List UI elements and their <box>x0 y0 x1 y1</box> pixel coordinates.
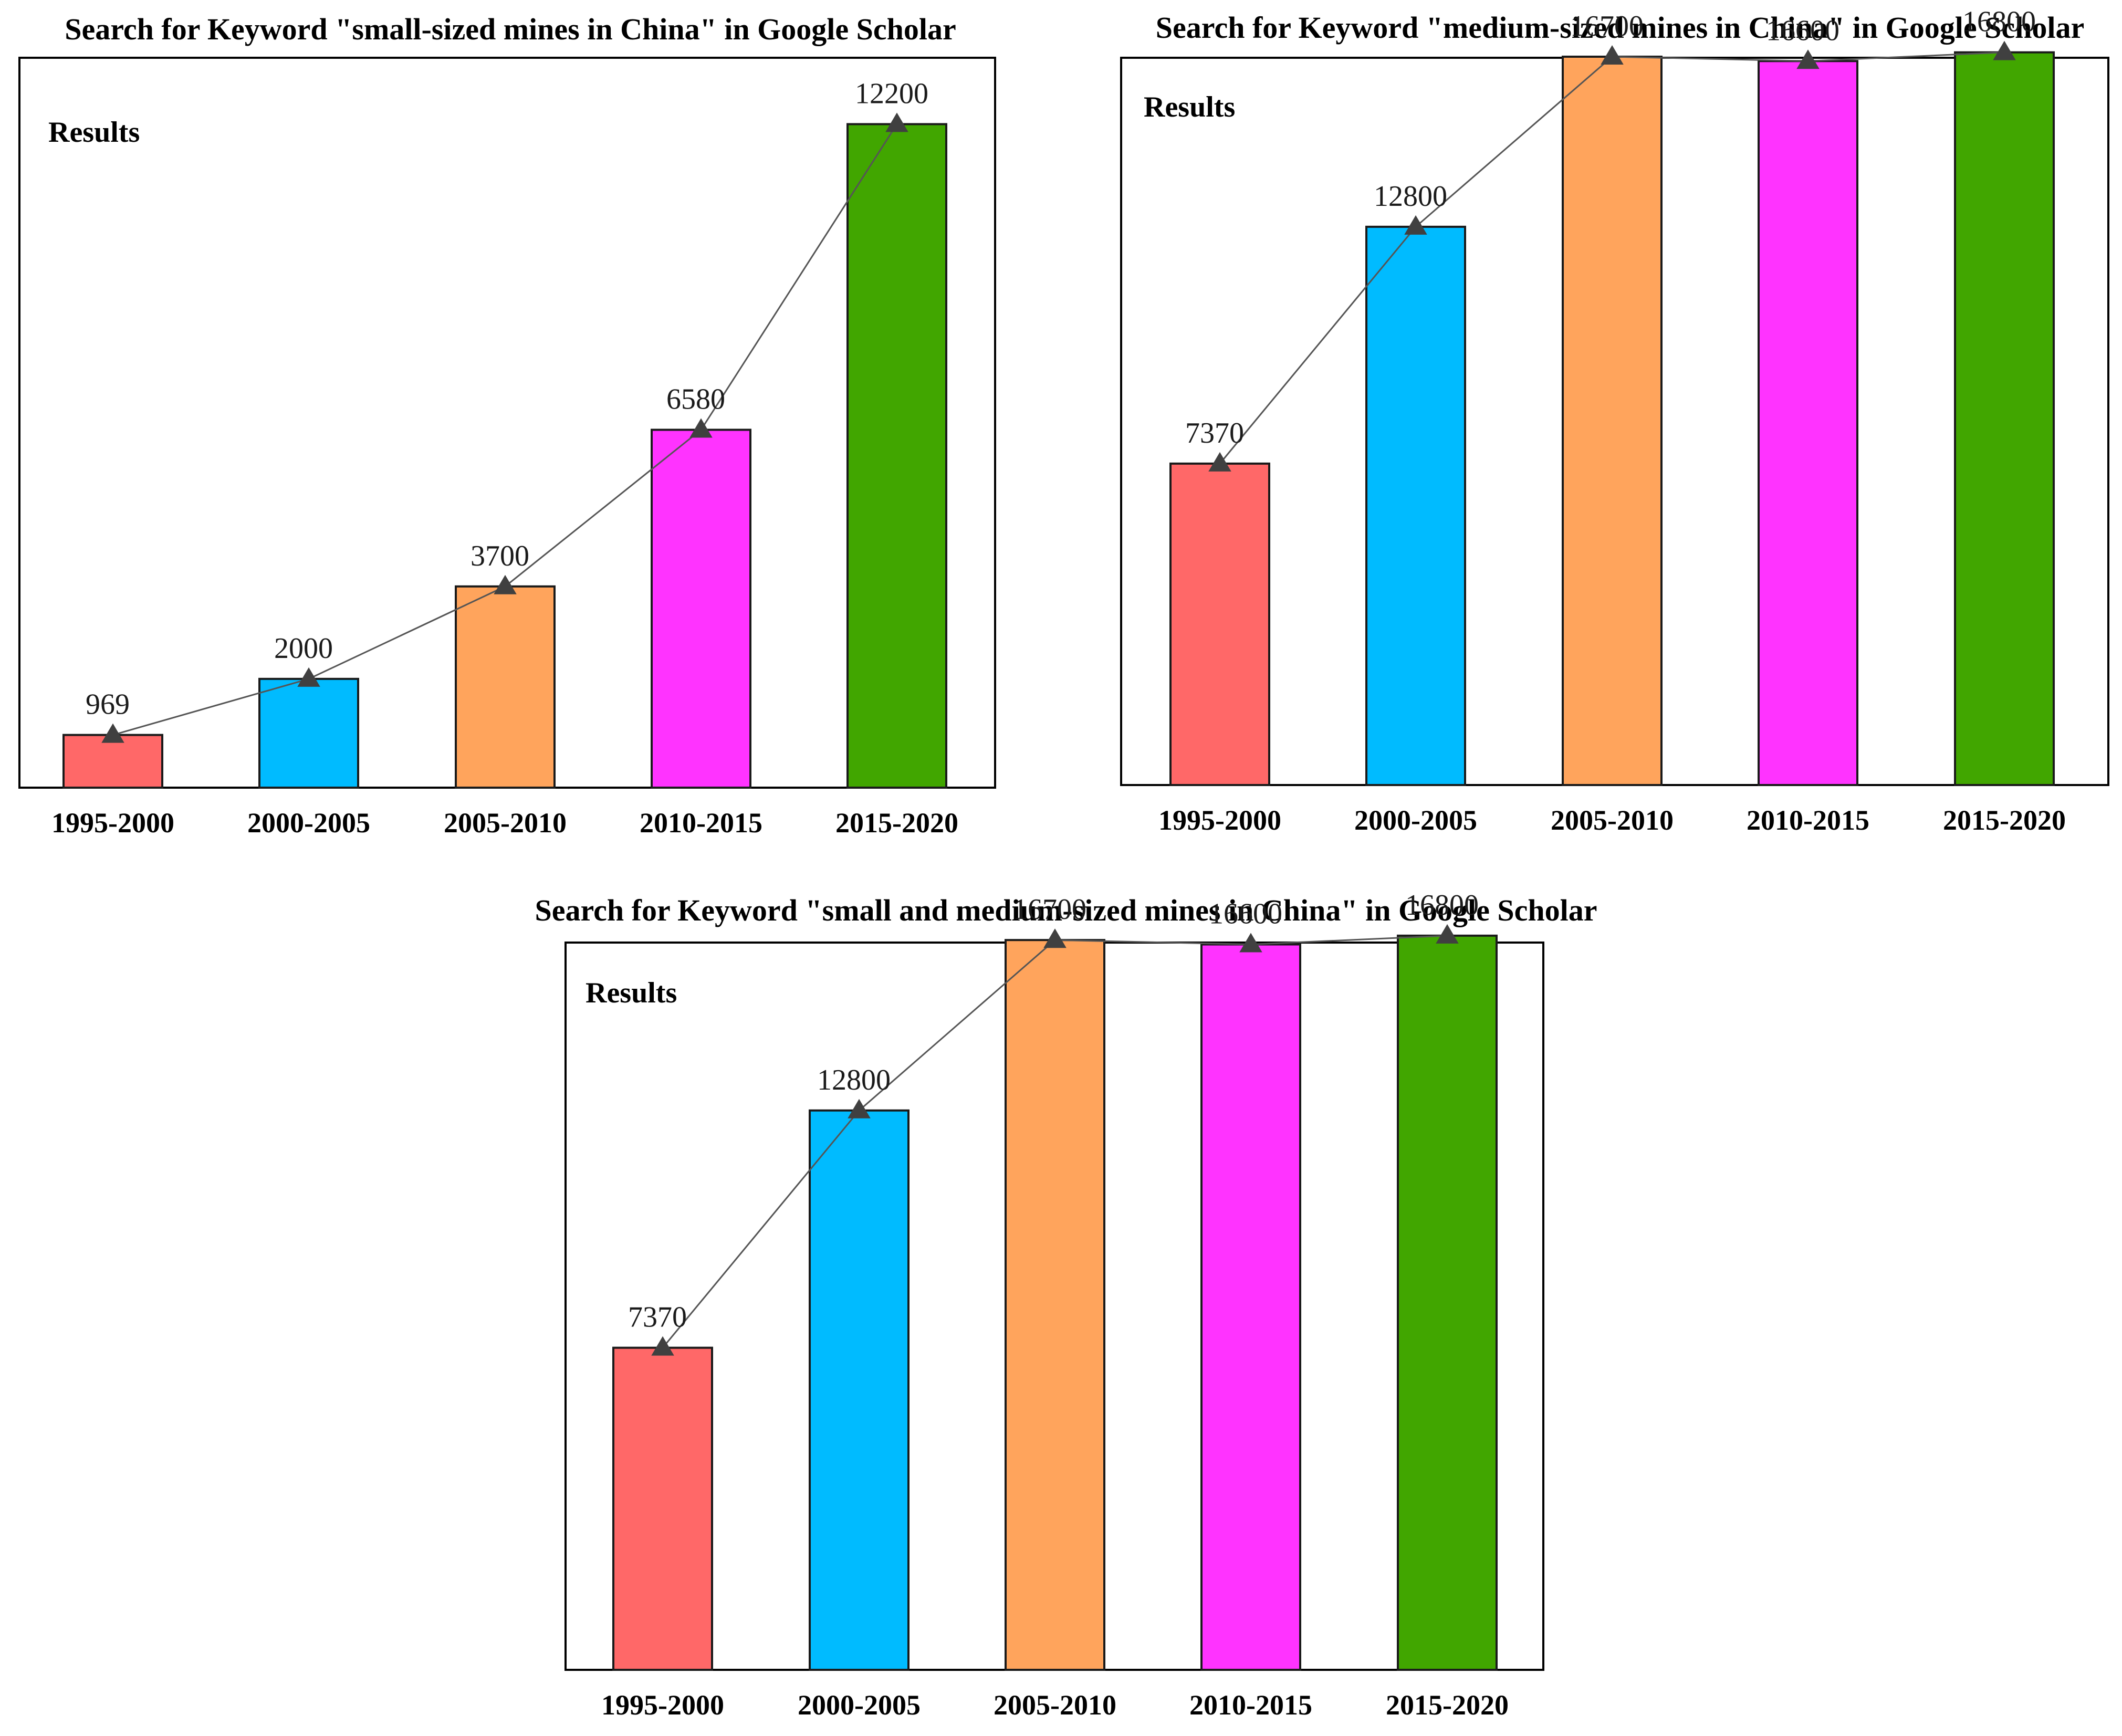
data-label: 12200 <box>855 77 928 110</box>
data-label: 16600 <box>1209 898 1282 930</box>
data-label: 7370 <box>1185 417 1244 449</box>
triangle-marker <box>1043 928 1067 948</box>
data-label: 16800 <box>1405 889 1479 922</box>
bar-1995-2000 <box>1169 462 1270 786</box>
bar-1995-2000 <box>62 734 163 789</box>
x-tick-label: 1995-2000 <box>601 1689 724 1721</box>
triangle-marker <box>1404 215 1427 235</box>
data-label: 969 <box>86 688 130 721</box>
bars-group <box>612 934 1498 1671</box>
chart-medium-sized: Search for Keyword "medium-sized mines i… <box>1120 6 2109 836</box>
triangle-marker <box>1601 45 1624 65</box>
x-tick-label: 2005-2010 <box>1551 804 1674 836</box>
triangle-marker <box>848 1099 871 1118</box>
x-tick-labels: 1995-2000 2000-2005 2005-2010 2010-2015 2015… <box>1158 804 2066 836</box>
bar-1995-2000 <box>612 1346 713 1671</box>
bar-2000-2005 <box>1365 225 1466 786</box>
chart-title: Search for Keyword "small and medium-siz… <box>535 893 1597 927</box>
x-tick-label: 2005-2010 <box>444 807 567 839</box>
y-axis-label: Results <box>586 977 677 1009</box>
data-label: 2000 <box>274 632 333 665</box>
bar-2015-2020 <box>846 123 947 789</box>
trend-line-group: 7370 12800 16700 16600 16800 <box>628 889 1479 1356</box>
data-label: 3700 <box>471 540 529 572</box>
x-tick-label: 1995-2000 <box>1158 804 1281 836</box>
trend-line-group: 7370 12800 16700 16600 16800 <box>1185 6 2036 472</box>
x-tick-label: 2000-2005 <box>798 1689 921 1721</box>
data-label: 7370 <box>628 1301 687 1334</box>
data-label: 16600 <box>1766 14 1839 47</box>
triangle-marker <box>1993 40 2016 60</box>
bar-2015-2020 <box>1954 51 2055 787</box>
bars-group <box>62 123 947 789</box>
y-axis-label: Results <box>48 116 140 149</box>
bar-2000-2005 <box>809 1109 910 1671</box>
data-label: 6580 <box>666 383 725 416</box>
bar-2010-2015 <box>651 428 751 789</box>
x-tick-label: 2010-2015 <box>1189 1689 1312 1721</box>
chart-small-and-medium-sized: Search for Keyword "small and medium-siz… <box>535 889 1597 1721</box>
chart-small-sized: Search for Keyword "small-sized mines in… <box>18 12 996 839</box>
triangle-marker <box>1208 452 1231 472</box>
bar-2010-2015 <box>1200 943 1301 1671</box>
x-tick-label: 2015-2020 <box>1386 1689 1509 1721</box>
x-tick-labels: 1995-2000 2000-2005 2005-2010 2010-2015 2015… <box>601 1689 1509 1721</box>
trend-line-group: 969 2000 3700 6580 12200 <box>86 77 928 743</box>
data-label: 12800 <box>817 1064 891 1096</box>
data-label: 16800 <box>1962 6 2036 38</box>
bar-2015-2020 <box>1397 934 1498 1671</box>
triangle-marker <box>494 574 517 594</box>
chart-title: Search for Keyword "medium-sized mines i… <box>1156 11 2084 45</box>
triangle-marker <box>297 667 320 687</box>
chart-title: Search for Keyword "small-sized mines in… <box>65 12 956 46</box>
x-tick-label: 2000-2005 <box>247 807 370 839</box>
bars-group <box>1169 51 2055 787</box>
x-tick-label: 2015-2020 <box>1943 804 2066 836</box>
bar-2010-2015 <box>1758 60 1858 786</box>
triangle-marker <box>689 418 713 438</box>
data-label: 16700 <box>1570 10 1644 43</box>
y-axis-label: Results <box>1144 91 1235 123</box>
x-tick-label: 2010-2015 <box>1747 804 1869 836</box>
bar-2005-2010 <box>1005 939 1105 1671</box>
x-tick-label: 1995-2000 <box>51 807 174 839</box>
x-tick-label: 2010-2015 <box>640 807 762 839</box>
x-tick-label: 2005-2010 <box>994 1689 1116 1721</box>
triangle-marker <box>1436 924 1459 944</box>
bar-2005-2010 <box>455 585 556 789</box>
x-tick-label: 2015-2020 <box>835 807 958 839</box>
x-tick-label: 2000-2005 <box>1354 804 1477 836</box>
bar-2000-2005 <box>258 677 359 789</box>
triangle-marker <box>1796 49 1820 69</box>
triangle-marker <box>101 723 124 743</box>
bar-2005-2010 <box>1562 55 1663 787</box>
x-tick-labels: 1995-2000 2000-2005 2005-2010 2010-2015 2015… <box>51 807 958 839</box>
triangle-marker <box>885 112 908 132</box>
data-label: 16700 <box>1013 893 1086 926</box>
data-label: 12800 <box>1374 180 1447 213</box>
triangle-marker <box>651 1336 674 1356</box>
triangle-marker <box>1239 933 1262 953</box>
